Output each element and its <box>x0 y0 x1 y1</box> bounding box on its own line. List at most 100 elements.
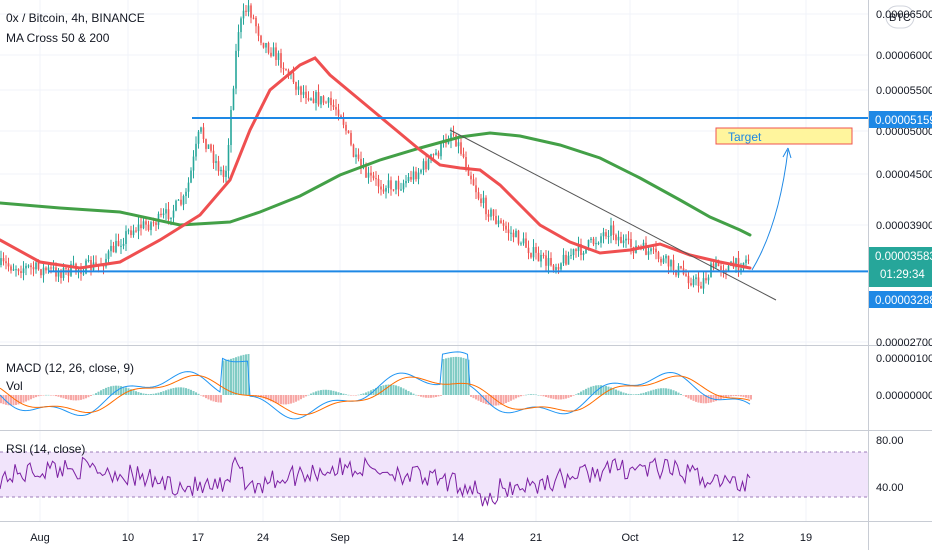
candle-body <box>317 92 320 105</box>
candle-body <box>117 240 120 247</box>
candle-body <box>297 86 300 90</box>
time-axis[interactable]: Aug 10 17 24 Sep 14 21 Oct 12 19 <box>30 532 812 544</box>
target-box[interactable] <box>715 127 853 145</box>
candle-body <box>257 26 260 36</box>
candle-body <box>655 248 657 253</box>
macd-bar <box>547 395 550 398</box>
candle-body <box>597 242 600 244</box>
macd-bar <box>50 395 52 396</box>
macd-bar <box>677 392 680 395</box>
macd-bar <box>497 395 500 406</box>
price-tick-label: 0.00004500 <box>876 169 932 181</box>
currency-badge[interactable] <box>885 5 915 29</box>
macd-bar <box>315 391 317 395</box>
candle-body <box>52 267 55 269</box>
macd-bar <box>587 387 590 395</box>
macd-bar <box>195 392 197 395</box>
macd-bar <box>320 390 322 395</box>
candle-body <box>255 17 257 27</box>
macd-bar <box>630 394 632 395</box>
macd-bar <box>245 354 247 395</box>
candle-body <box>250 5 252 18</box>
candle-body <box>735 258 737 268</box>
candle-body <box>390 180 392 190</box>
candle-body <box>667 255 670 267</box>
macd-bar <box>735 395 737 397</box>
macd-bar <box>120 386 122 395</box>
candle-body <box>425 161 427 170</box>
macd-bar <box>690 395 692 400</box>
candle-body <box>662 258 665 263</box>
candle-body <box>395 180 397 190</box>
macd-bar <box>437 395 440 397</box>
macd-bar <box>402 388 405 395</box>
macd-bar <box>102 389 105 395</box>
candle-body <box>212 150 215 163</box>
macd-bar <box>100 390 102 395</box>
candle-body <box>252 17 255 19</box>
candle-body <box>292 73 295 83</box>
macd-bar <box>337 392 340 395</box>
macd-bar <box>720 395 722 400</box>
candle-body <box>217 161 220 172</box>
vol-title: Vol <box>6 379 23 393</box>
candle-body <box>602 232 605 237</box>
price-axis[interactable]: 0.00006500 0.00006000 0.00005500 0.00005000… <box>876 9 932 494</box>
candle-body <box>557 267 560 270</box>
candle-body <box>740 268 742 271</box>
candle-body <box>605 232 607 237</box>
candle-body <box>495 215 497 224</box>
candle-body <box>407 176 410 182</box>
macd-bar <box>592 385 595 395</box>
macd-bar <box>615 389 617 395</box>
candle-body <box>397 180 400 190</box>
macd-bar <box>450 357 452 395</box>
macd-bar <box>425 395 427 398</box>
macd-bar <box>220 395 222 403</box>
price-tick-label: 0.00006500 <box>876 9 932 21</box>
macd-bar <box>527 394 530 395</box>
macd-bar <box>687 395 690 399</box>
macd-bar <box>645 392 647 395</box>
candle-body <box>615 234 617 241</box>
macd-bar <box>502 395 505 404</box>
candle-body <box>337 109 340 116</box>
candle-body <box>152 222 155 224</box>
time-tick-label: Oct <box>621 532 638 544</box>
candle-body <box>380 186 382 190</box>
candle-body <box>645 242 647 255</box>
macd-bar <box>392 384 395 395</box>
candle-body <box>372 175 375 179</box>
candle-body <box>715 260 717 268</box>
macd-bar <box>332 390 335 395</box>
candle-body <box>585 246 587 254</box>
candle-body <box>370 172 372 176</box>
candle-body <box>360 158 362 168</box>
macd-bar <box>582 390 585 395</box>
candle-body <box>480 198 482 204</box>
candle-body <box>410 176 412 180</box>
rsi-tick-label: 80.00 <box>876 435 904 447</box>
macd-bar <box>560 395 562 400</box>
projection-arrow[interactable] <box>751 149 789 271</box>
candle-body <box>572 249 575 256</box>
candle-body <box>437 152 440 157</box>
macd-bar <box>85 395 87 399</box>
candle-body <box>17 269 20 272</box>
macd-bar <box>390 384 392 395</box>
macd-bar <box>532 394 535 395</box>
macd-bar <box>212 395 215 402</box>
rsi-line <box>0 456 751 507</box>
candle-body <box>140 224 142 229</box>
macd-bar <box>82 395 85 400</box>
macd-bar <box>737 395 740 397</box>
candle-body <box>365 165 367 178</box>
macd-bar <box>647 391 650 395</box>
candle-body <box>382 189 385 192</box>
macd-bar <box>187 388 190 395</box>
candle-body <box>300 86 302 95</box>
candle-body <box>625 238 627 241</box>
macd-bar <box>130 389 132 395</box>
candle-body <box>172 210 175 218</box>
